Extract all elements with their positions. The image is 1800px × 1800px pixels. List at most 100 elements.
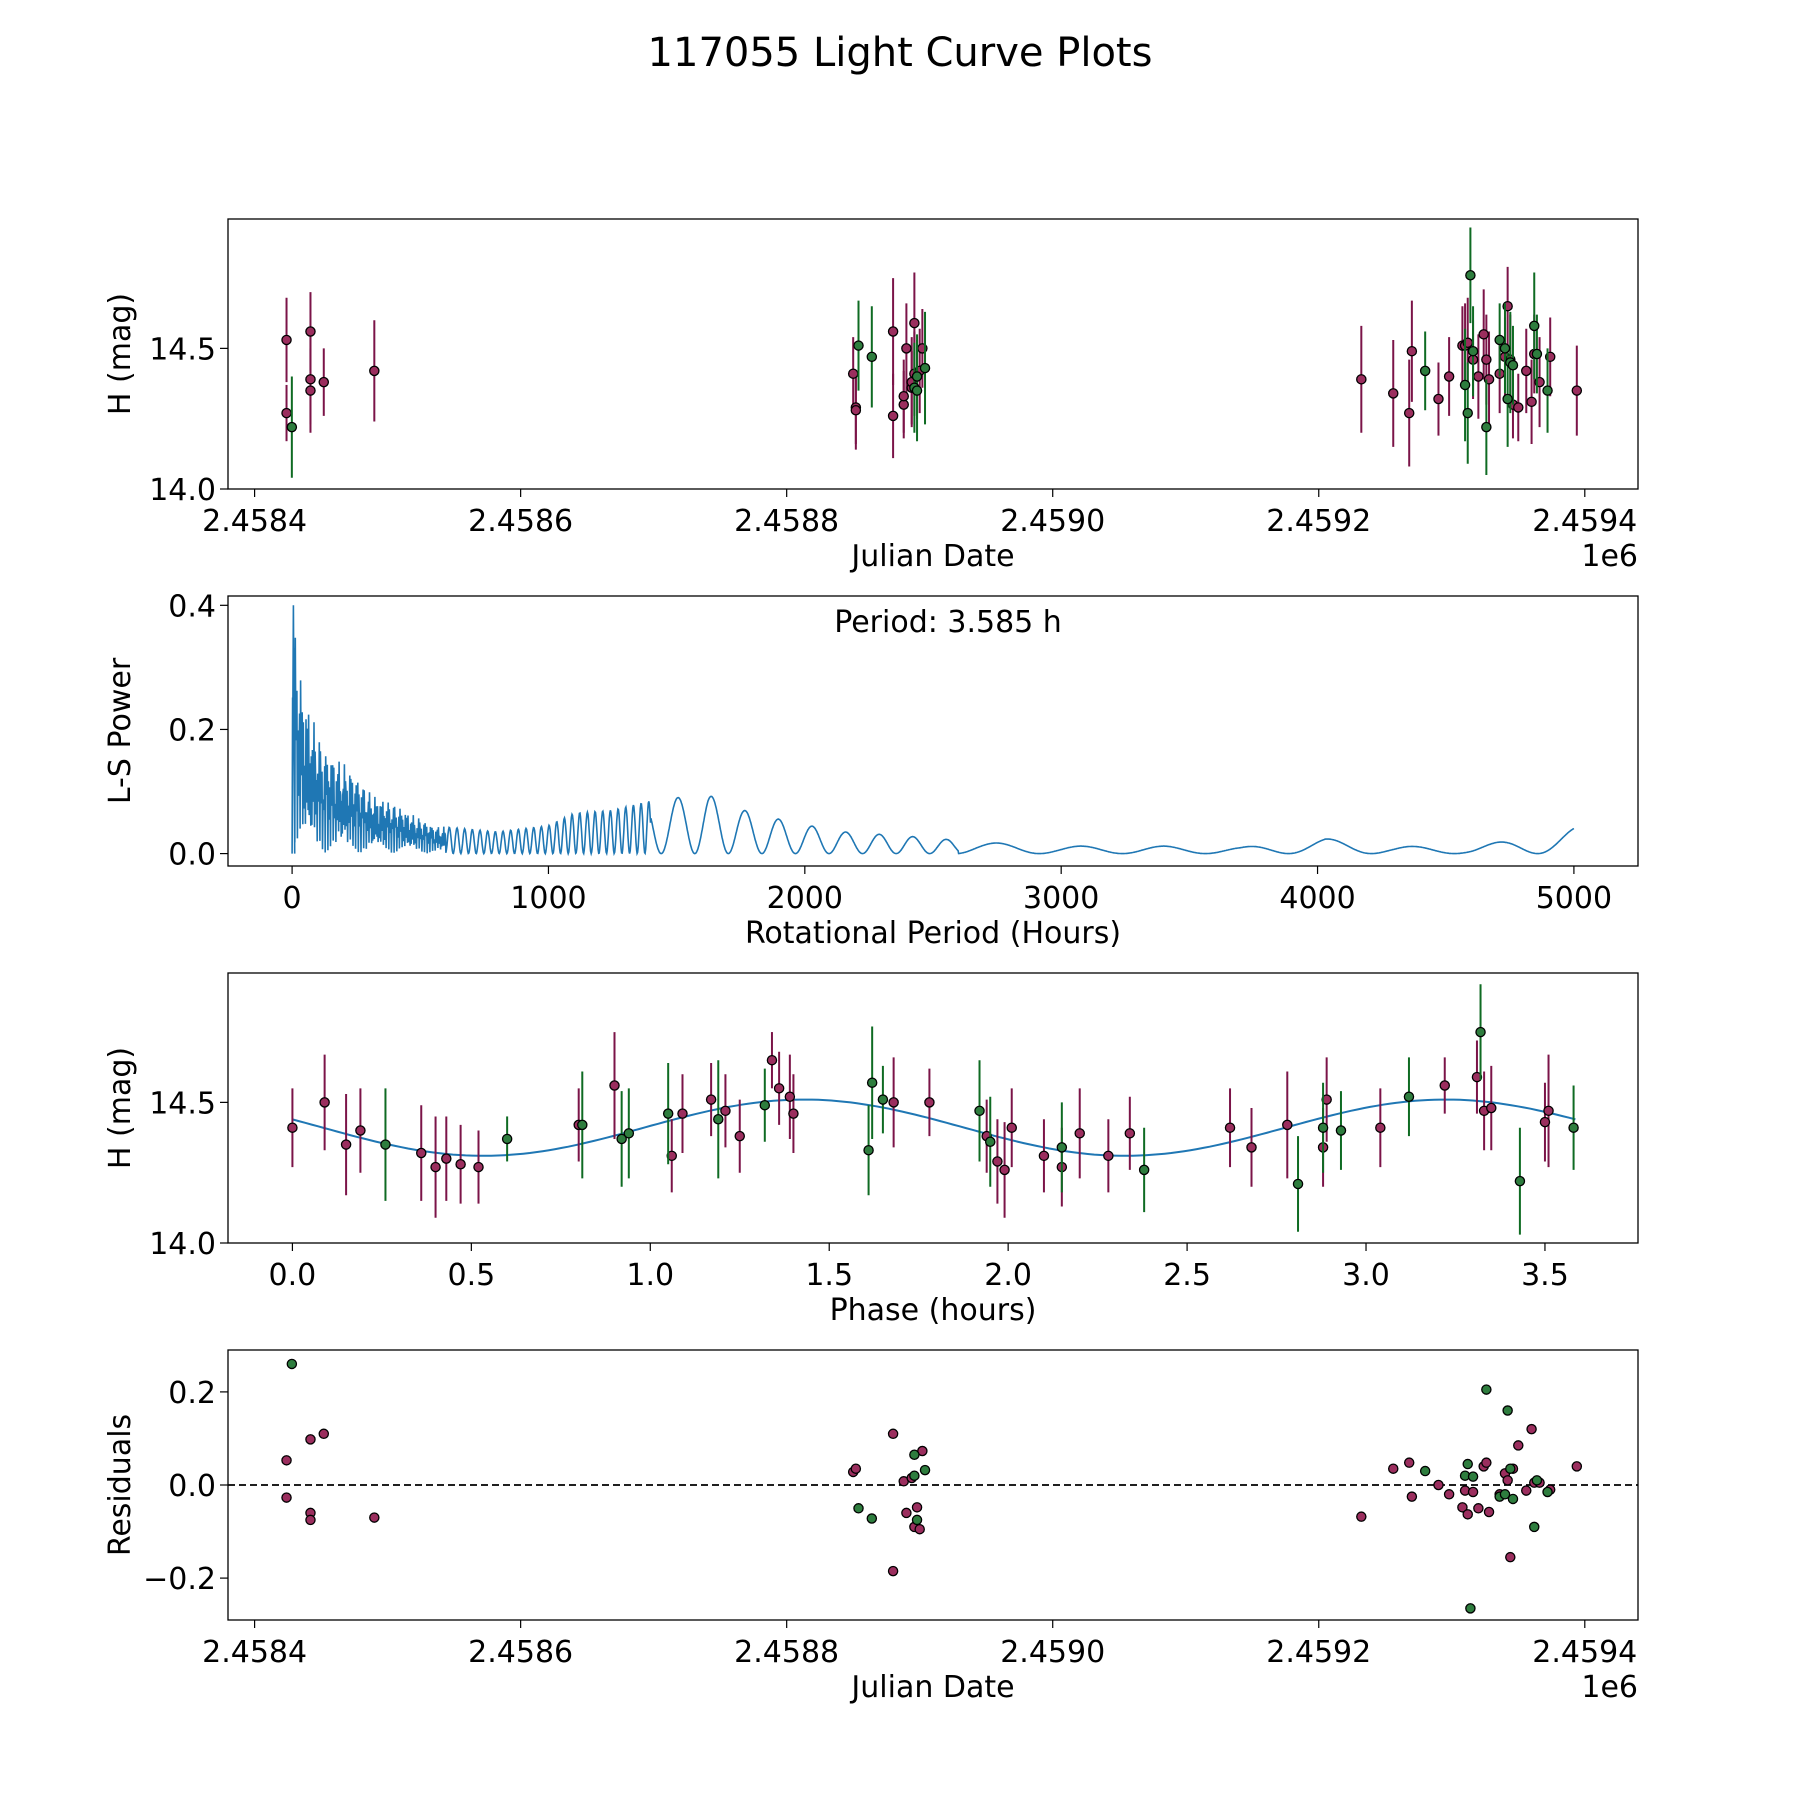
phased-green-point <box>380 1139 391 1150</box>
phased-green-point <box>662 1108 674 1119</box>
lightcurve-green-point <box>853 340 864 351</box>
lightcurve-red-point <box>1571 385 1583 396</box>
residuals-x-tick-label: 2.4588 <box>734 1635 839 1670</box>
phased-x-tick-label: 1.0 <box>626 1258 674 1293</box>
residuals-green-point <box>1465 1603 1476 1614</box>
residuals-red-point <box>1467 1486 1479 1498</box>
phased-red-point <box>666 1150 678 1162</box>
periodogram-y-tick-label: 0.2 <box>168 713 216 748</box>
phased-green-point <box>877 1094 889 1105</box>
phased-red-point <box>430 1161 441 1173</box>
lightcurve-green-point <box>1462 407 1473 419</box>
lightcurve-red-point <box>1356 374 1367 385</box>
residuals-red-point <box>305 1514 316 1526</box>
residuals-green-point <box>1462 1458 1473 1470</box>
residuals-plot-area <box>228 1358 1638 1614</box>
periodogram-period-annotation: Period: 3.585 h <box>834 605 1062 640</box>
residuals-y-tick-label: 0.2 <box>168 1376 216 1411</box>
phased-red-point <box>340 1139 352 1150</box>
periodogram-x-tick-label: 1000 <box>510 881 586 916</box>
lightcurve-red-point <box>318 376 330 388</box>
residuals-x-tick-label: 2.4590 <box>1000 1635 1105 1670</box>
periodogram-power-line <box>291 605 1575 857</box>
lightcurve-x-tick-label: 2.4588 <box>734 504 839 539</box>
periodogram-y-axis-label: L-S Power <box>103 657 138 804</box>
phased-green-point <box>866 1077 878 1088</box>
phased-red-point <box>1103 1150 1114 1162</box>
residuals-green-point <box>1507 1493 1519 1505</box>
phased-red-point <box>784 1091 796 1103</box>
residuals-red-point <box>887 1428 899 1440</box>
phased-red-point <box>999 1164 1010 1176</box>
residuals-green-point <box>1481 1384 1492 1395</box>
phased-y-axis-label: H (mag) <box>103 1047 138 1169</box>
phased-plot-area <box>287 984 1579 1235</box>
lightcurve-green-point <box>911 371 923 382</box>
residuals-green-point <box>286 1358 298 1370</box>
residuals-red-point <box>850 1463 862 1474</box>
phased-red-point <box>1439 1080 1451 1091</box>
lightcurve-green-point <box>1465 269 1476 281</box>
phased-red-point <box>1543 1105 1554 1117</box>
lightcurve-red-point <box>847 368 859 379</box>
lightcurve-green-point <box>286 421 298 433</box>
lightcurve-x-tick-label: 2.4584 <box>202 504 307 539</box>
lightcurve-green-point <box>1494 334 1505 346</box>
lightcurve-red-point <box>1526 396 1537 408</box>
residuals-offset-label: 1e6 <box>1581 1670 1638 1705</box>
residuals-red-point <box>369 1512 380 1523</box>
phased-red-point <box>415 1147 427 1159</box>
residuals-red-point <box>1513 1440 1524 1451</box>
lightcurve-red-point <box>281 334 292 346</box>
phased-x-tick-label: 2.0 <box>984 1258 1032 1293</box>
phased-green-point <box>1403 1091 1415 1103</box>
figure-title: 117055 Light Curve Plots <box>648 30 1153 76</box>
residuals-red-point <box>1406 1491 1418 1502</box>
lightcurve-red-point <box>1473 371 1484 382</box>
lightcurve-red-point <box>898 390 909 402</box>
periodogram-y-tick-label: 0.4 <box>168 589 216 624</box>
residuals-red-point <box>1443 1489 1455 1500</box>
residuals-red-point <box>1571 1461 1583 1472</box>
residuals-y-tick-label: 0.0 <box>168 1469 216 1504</box>
phased-red-point <box>788 1108 799 1119</box>
residuals-red-point <box>318 1428 330 1440</box>
residuals-red-point <box>1462 1509 1473 1520</box>
lightcurve-x-axis-label: Julian Date <box>849 539 1014 574</box>
phased-red-point <box>1038 1150 1050 1162</box>
phased-red-point <box>1124 1128 1136 1139</box>
lightcurve-red-point <box>909 317 920 329</box>
phased-x-tick-label: 0.5 <box>447 1258 495 1293</box>
lightcurve-red-point <box>887 410 899 422</box>
phased-red-point <box>888 1097 899 1108</box>
periodogram-plot-area <box>291 605 1575 857</box>
residuals-red-point <box>1457 1502 1468 1513</box>
residuals-y-tick-label: −0.2 <box>143 1562 216 1597</box>
lightcurve-y-tick-label: 14.0 <box>149 473 216 508</box>
lightcurve-red-point <box>1406 345 1418 357</box>
phased-red-point <box>1282 1119 1293 1131</box>
residuals-red-point <box>1526 1423 1537 1435</box>
phased-red-point <box>473 1161 484 1173</box>
phased-red-point <box>355 1125 366 1136</box>
lightcurve-green-point <box>1531 348 1543 360</box>
phased-red-point <box>924 1097 935 1108</box>
residuals-green-point <box>853 1503 864 1514</box>
residuals-panel: 2.4584 2.4586 2.4588 2.4590 2.4592 2.4594 −0.2… <box>103 1349 1639 1705</box>
residuals-red-point <box>1505 1551 1516 1563</box>
lightcurve-y-axis-label: H (mag) <box>103 293 138 415</box>
residuals-red-point <box>1356 1511 1367 1522</box>
lightcurve-red-point <box>1443 371 1455 382</box>
phased-green-point <box>501 1133 513 1145</box>
phased-green-point <box>1514 1175 1526 1187</box>
phased-green-point <box>623 1128 635 1139</box>
residuals-green-point <box>911 1514 923 1526</box>
phased-green-point <box>863 1144 874 1156</box>
periodogram-panel: 0 1000 2000 3000 4000 5000 0.0 0.2 0.4 Rotational… <box>103 589 1639 951</box>
phased-red-point <box>319 1097 330 1108</box>
lightcurve-axes-frame <box>227 218 1639 490</box>
phased-red-point <box>734 1130 746 1142</box>
phased-red-point <box>455 1159 466 1170</box>
periodogram-y-tick-label: 0.0 <box>168 838 216 873</box>
lightcurve-y-tick-label: 14.5 <box>149 332 216 367</box>
